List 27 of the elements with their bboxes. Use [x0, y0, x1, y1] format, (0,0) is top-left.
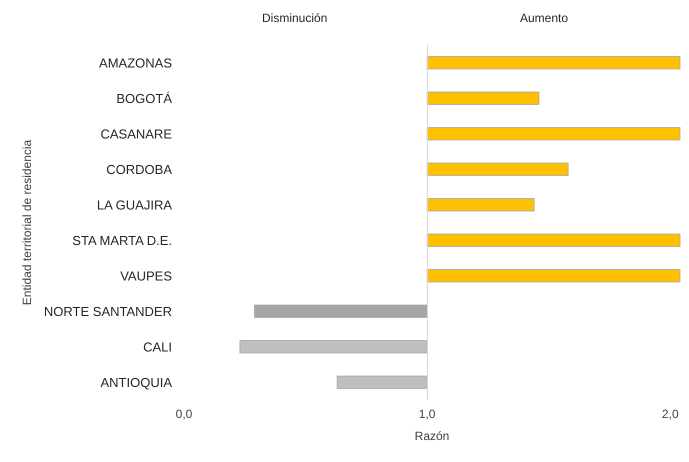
- bar: [426, 198, 535, 212]
- bar: [426, 269, 680, 282]
- y-tick-label: NORTE SANTANDER: [44, 304, 172, 319]
- x-tick-label: 2,0: [662, 407, 679, 421]
- bar: [426, 162, 569, 176]
- bar: [240, 340, 428, 354]
- bar: [426, 56, 680, 70]
- bar: [336, 376, 428, 389]
- bar: [426, 127, 680, 140]
- text: Disminución: [262, 11, 328, 25]
- y-tick-label: LA GUAJIRA: [96, 197, 172, 212]
- x-axis-title: Razón: [414, 429, 450, 443]
- x-tick-label: 1,0: [418, 407, 436, 421]
- y-tick-label: STA MARTA D.E.: [72, 232, 172, 248]
- bar: [426, 92, 540, 105]
- y-axis-title: Entidad territorial de residencia: [20, 139, 34, 306]
- y-tick-label: BOGOTÁ: [116, 90, 172, 106]
- y-tick-label: VAUPES: [120, 268, 172, 284]
- y-tick-label: ANTIOQUIA: [100, 374, 172, 390]
- text: Aumento: [520, 11, 568, 25]
- y-tick-label: CASANARE: [100, 126, 172, 142]
- bar: [426, 234, 680, 247]
- y-tick-label: CALI: [143, 339, 172, 354]
- y-tick-label: CORDOBA: [106, 162, 172, 177]
- x-tick-label: 0,0: [176, 407, 193, 421]
- y-tick-label: AMAZONAS: [99, 55, 172, 70]
- bar: [254, 304, 428, 318]
